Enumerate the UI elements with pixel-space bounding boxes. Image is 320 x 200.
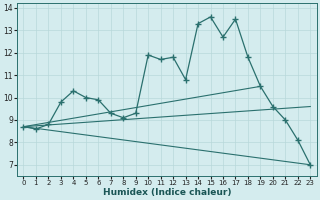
X-axis label: Humidex (Indice chaleur): Humidex (Indice chaleur) bbox=[103, 188, 231, 197]
